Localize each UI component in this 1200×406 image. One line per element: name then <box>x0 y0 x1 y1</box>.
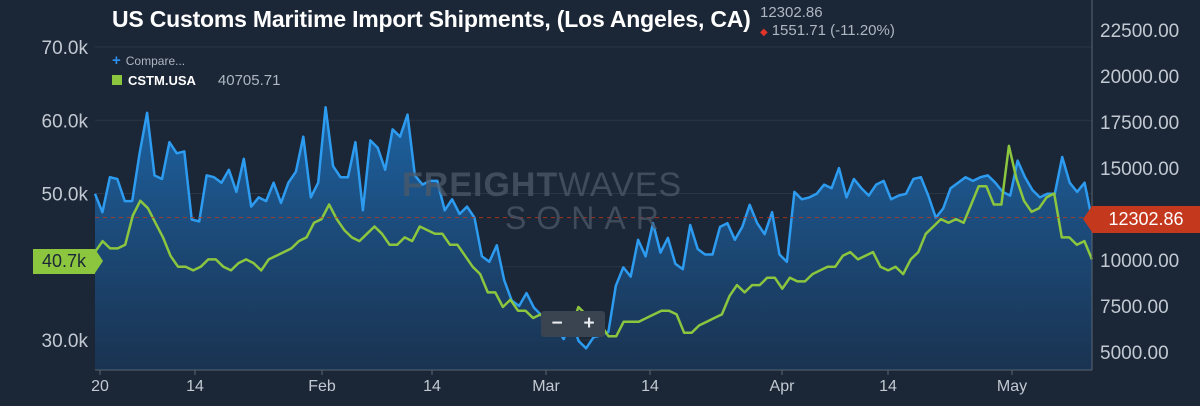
series-value: 40705.71 <box>217 71 281 89</box>
last-value: 12302.86 <box>760 4 823 21</box>
left-axis-tick-label: 60.0k <box>42 111 89 132</box>
x-axis-tick-label: 20 <box>91 378 109 395</box>
right-axis-tick-label: 5000.00 <box>1100 343 1169 364</box>
x-axis-tick-label: Apr <box>770 378 796 395</box>
legend-series-item[interactable]: CSTM.USA 40705.71 <box>112 70 280 90</box>
chart-title: US Customs Maritime Import Shipments, (L… <box>112 6 751 32</box>
last-value-badge: 12302.86 <box>1083 206 1200 233</box>
current-value-badge: 40.7k <box>33 249 103 274</box>
watermark-brand-thin: WAVES <box>558 166 683 204</box>
series-label: CSTM.USA <box>128 72 196 88</box>
watermark-product: SONAR <box>505 200 669 236</box>
x-axis-tick-label: 14 <box>423 378 441 395</box>
compare-button[interactable]: + Compare... <box>112 50 280 70</box>
right-axis-tick-label: 22500.00 <box>1100 21 1179 42</box>
watermark-brand-bold: FREIGHT <box>402 166 559 204</box>
zoom-out-button[interactable]: − <box>551 313 563 334</box>
zoom-controls: − + <box>541 311 605 337</box>
blue-series-line <box>93 106 1094 350</box>
compare-label: Compare... <box>125 53 186 68</box>
left-axis-tick-label: 30.0k <box>42 331 89 352</box>
x-axis-tick-label: May <box>997 378 1027 395</box>
x-axis-tick-label: 14 <box>186 378 204 395</box>
right-axis-tick-label: 20000.00 <box>1100 67 1179 88</box>
legend: + Compare... CSTM.USA 40705.71 <box>112 50 280 90</box>
left-axis-tick-label: 70.0k <box>42 38 89 59</box>
right-axis-tick-label: 17500.00 <box>1100 113 1179 134</box>
change-text: 1551.71 (-11.20%) <box>771 22 895 39</box>
blue-series-area <box>95 107 1092 371</box>
x-axis-tick-label: Feb <box>308 378 336 395</box>
zoom-in-button[interactable]: + <box>583 313 595 334</box>
down-arrow-icon: ◆ <box>760 27 768 38</box>
x-axis-tick-label: 14 <box>879 378 897 395</box>
x-axis-tick-label: Mar <box>532 378 560 395</box>
left-axis-tick-label: 50.0k <box>42 185 89 206</box>
plus-icon: + <box>112 51 121 69</box>
price-summary: 12302.86 ◆ 1551.71 (-11.20%) <box>760 4 895 42</box>
watermark-brand: FREIGHTWAVES <box>402 166 682 205</box>
x-axis-tick-label: 14 <box>641 378 659 395</box>
right-axis-tick-label: 10000.00 <box>1100 251 1179 272</box>
change-value: ◆ 1551.71 (-11.20%) <box>760 22 895 42</box>
right-axis-tick-label: 15000.00 <box>1100 159 1179 180</box>
right-axis-tick-label: 7500.00 <box>1100 297 1169 318</box>
series-swatch-icon <box>112 75 122 85</box>
